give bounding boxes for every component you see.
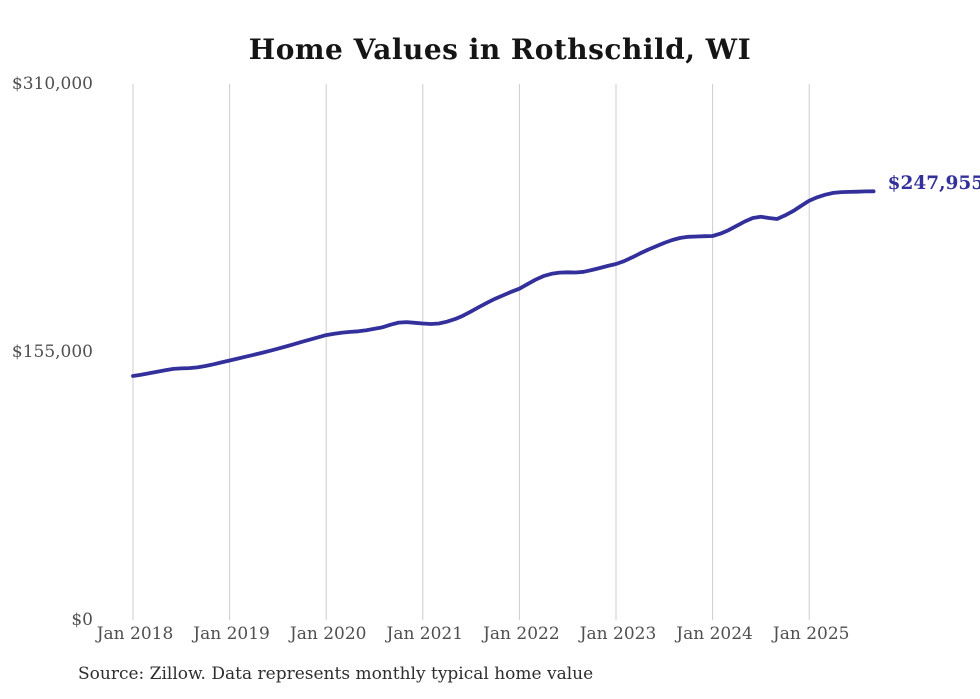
vertical-gridlines [132, 84, 810, 620]
latest-value-label: $247,955 [887, 173, 980, 195]
source-note: Source: Zillow. Data represents monthly … [78, 664, 594, 684]
y-tick-label: $0 [71, 610, 93, 630]
x-tick-label: Jan 2021 [386, 624, 464, 644]
y-tick-label: $155,000 [11, 342, 93, 362]
chart-title: Home Values in Rothschild, WI [248, 33, 752, 66]
x-tick-label: Jan 2023 [579, 624, 657, 644]
x-tick-label: Jan 2020 [289, 624, 367, 644]
x-tick-label: Jan 2018 [96, 624, 174, 644]
x-tick-label: Jan 2022 [483, 624, 560, 644]
y-tick-label: $310,000 [11, 74, 93, 94]
home-value-series-line [131, 189, 876, 378]
x-tick-label: Jan 2019 [193, 624, 270, 644]
x-tick-label: Jan 2025 [772, 624, 850, 644]
x-tick-label: Jan 2024 [676, 624, 753, 644]
